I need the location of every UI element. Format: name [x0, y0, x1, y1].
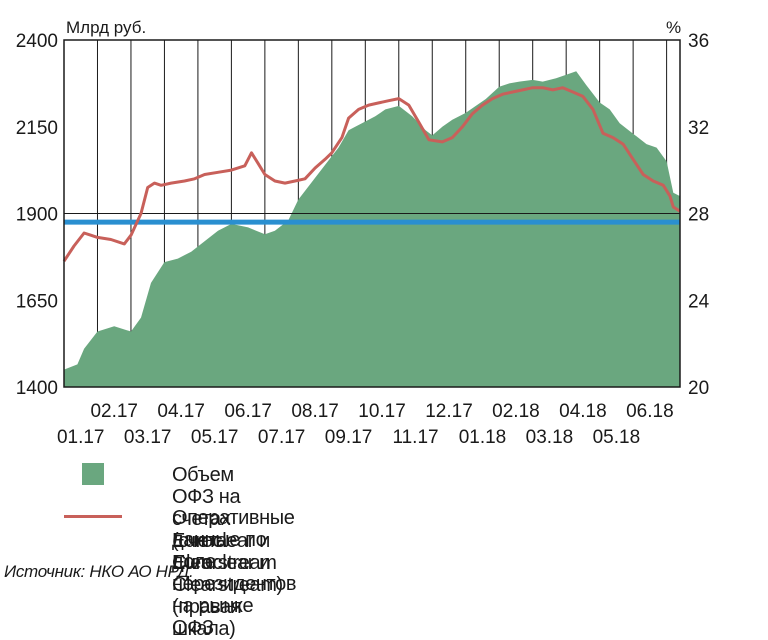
x-tick-label: 05.17: [191, 427, 239, 448]
x-tick-label: 01.18: [459, 427, 507, 448]
x-tick-label: 04.17: [157, 401, 205, 422]
x-tick-label: 02.17: [90, 401, 138, 422]
x-tick-label: 08.17: [291, 401, 339, 422]
x-tick-label: 03.17: [124, 427, 172, 448]
right-tick-label: 20: [688, 378, 709, 399]
right-axis-ticks: 36 32 28 24 20: [688, 31, 710, 399]
x-tick-label: 06.18: [626, 401, 674, 422]
right-tick-label: 32: [688, 118, 709, 139]
legend-label-line-2: (счета Euroclear и Clearstream) (правая …: [172, 530, 283, 640]
plot-frame: [63, 39, 681, 388]
right-tick-label: 24: [688, 291, 710, 312]
left-tick-label: 1650: [16, 291, 58, 312]
x-tick-label: 09.17: [325, 427, 373, 448]
x-tick-label: 05.18: [593, 427, 641, 448]
series-area-ofz-volume: [64, 71, 680, 387]
x-tick-label: 04.18: [559, 401, 607, 422]
left-axis-unit: Млрд руб.: [66, 18, 146, 37]
left-tick-label: 2150: [16, 118, 58, 139]
left-axis-ticks: 2400 2150 1900 1650 1400: [16, 31, 58, 399]
legend-swatch-area: [82, 463, 104, 485]
chart-canvas: 2400 2150 1900 1650 1400 36 32 28 24 20 02.17 04.…: [16, 18, 710, 448]
right-axis-unit: %: [666, 18, 681, 37]
source-note: Источник: НКО АО НРД.: [4, 562, 194, 581]
x-axis-ticks: 02.17 04.17 06.17 08.17 10.17 12.17 02.18 04.18…: [57, 401, 674, 448]
x-tick-label: 07.17: [258, 427, 306, 448]
x-tick-label: 06.17: [224, 401, 272, 422]
right-tick-label: 28: [688, 205, 709, 226]
legend-swatch-line: [64, 515, 122, 518]
legend-label-area: Объем ОФЗ на счетах Euroclear и Clearstr…: [172, 464, 277, 574]
x-tick-label: 12.17: [425, 401, 473, 422]
left-tick-label: 2400: [16, 31, 58, 52]
x-tick-label: 03.18: [526, 427, 574, 448]
x-tick-label: 10.17: [358, 401, 406, 422]
x-tick-label: 02.18: [492, 401, 540, 422]
left-tick-label: 1400: [16, 378, 58, 399]
series-line-nonresident-share: [62, 86, 681, 263]
right-tick-label: 36: [688, 31, 709, 52]
x-tick-label: 11.17: [392, 427, 438, 448]
left-tick-label: 1900: [16, 205, 58, 226]
x-tick-label: 01.17: [57, 427, 105, 448]
